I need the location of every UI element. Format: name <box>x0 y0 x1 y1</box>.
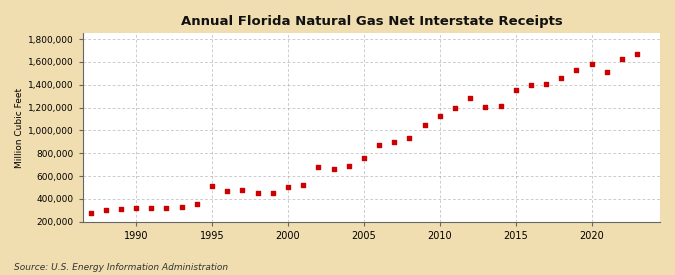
Point <box>267 190 278 195</box>
Point <box>435 113 446 118</box>
Title: Annual Florida Natural Gas Net Interstate Receipts: Annual Florida Natural Gas Net Interstat… <box>181 15 562 28</box>
Point <box>480 105 491 109</box>
Point <box>495 104 506 108</box>
Point <box>358 156 369 161</box>
Point <box>298 183 308 187</box>
Point <box>526 83 537 87</box>
Point <box>146 206 157 210</box>
Point <box>419 123 430 127</box>
Point <box>115 207 126 211</box>
Point <box>207 184 217 189</box>
Point <box>85 211 96 215</box>
Point <box>465 96 476 100</box>
Point <box>617 57 628 61</box>
Point <box>510 88 521 92</box>
Point <box>404 136 415 140</box>
Y-axis label: Million Cubic Feet: Million Cubic Feet <box>15 87 24 167</box>
Point <box>131 206 142 210</box>
Point <box>389 140 400 145</box>
Point <box>222 189 233 194</box>
Point <box>313 165 324 169</box>
Point <box>283 185 294 189</box>
Point <box>374 143 385 147</box>
Point <box>252 190 263 195</box>
Point <box>192 202 202 206</box>
Point <box>161 206 172 210</box>
Point <box>101 208 111 212</box>
Point <box>571 68 582 72</box>
Point <box>176 205 187 209</box>
Point <box>601 69 612 74</box>
Point <box>450 106 460 110</box>
Point <box>632 52 643 57</box>
Point <box>587 61 597 66</box>
Point <box>541 82 551 86</box>
Point <box>556 76 567 81</box>
Text: Source: U.S. Energy Information Administration: Source: U.S. Energy Information Administ… <box>14 263 227 272</box>
Point <box>237 188 248 192</box>
Point <box>328 167 339 171</box>
Point <box>344 164 354 168</box>
